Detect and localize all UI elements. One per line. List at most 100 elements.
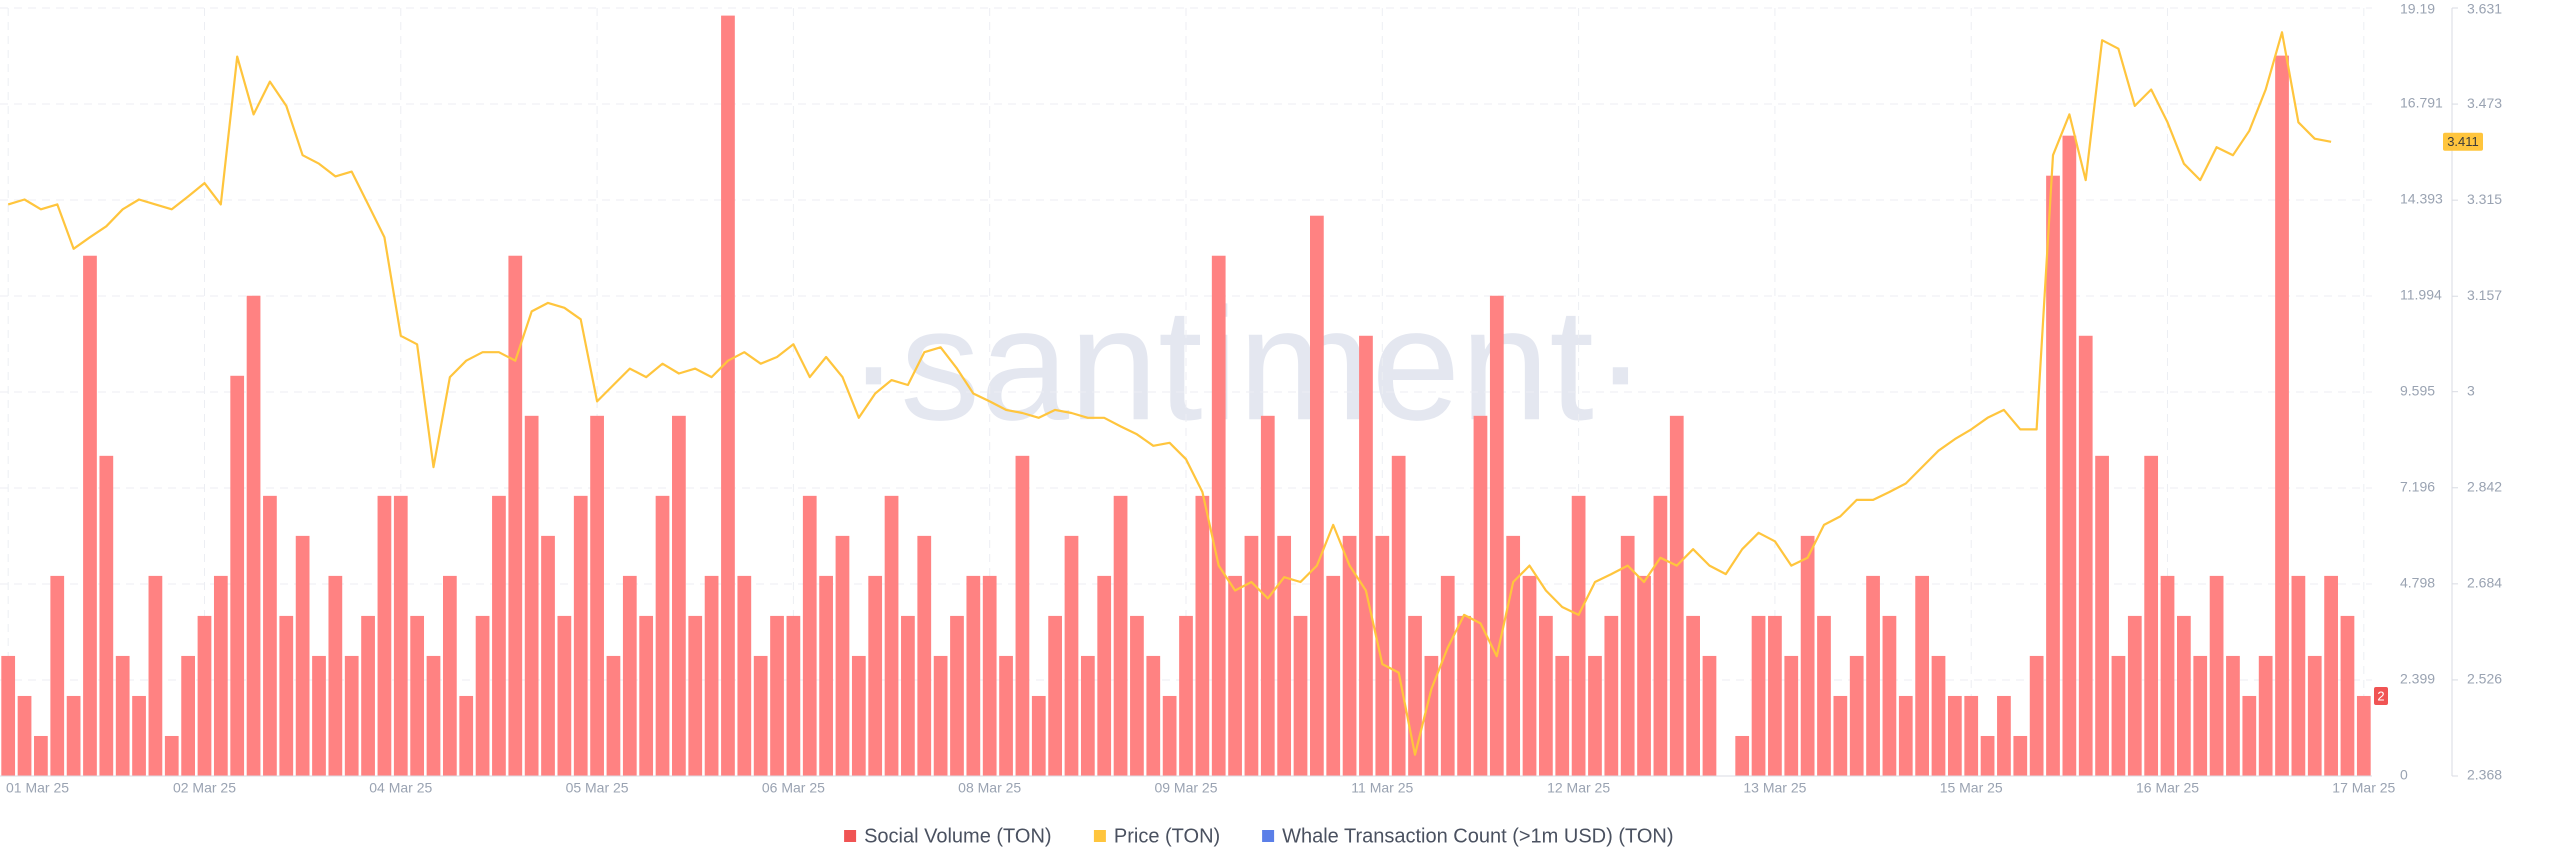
bar — [2324, 575, 2338, 776]
last-value-badge — [2443, 132, 2483, 151]
bar — [1866, 575, 1880, 776]
bar — [835, 535, 850, 776]
bar — [541, 535, 555, 776]
bar — [279, 615, 294, 776]
last-value-label: 3.411 — [2447, 134, 2479, 149]
bar — [557, 615, 572, 776]
bar — [524, 415, 539, 776]
legend-label: Social Volume (TON) — [864, 825, 1051, 847]
x-tick-label: 01 Mar 25 — [6, 780, 69, 796]
bar — [1997, 695, 2011, 776]
bar — [2160, 575, 2175, 776]
bar — [83, 255, 97, 777]
bar — [1637, 575, 1651, 776]
bar — [1784, 655, 1799, 776]
x-tick-label: 02 Mar 25 — [173, 780, 236, 796]
bar — [1195, 495, 1210, 776]
bar — [508, 255, 523, 777]
x-tick-label: 13 Mar 25 — [1743, 780, 1806, 796]
bar — [1751, 615, 1766, 776]
bar — [1800, 535, 1815, 776]
y2-tick-label: 2.526 — [2467, 671, 2502, 687]
bar — [1915, 575, 1930, 776]
bar — [1179, 615, 1193, 776]
bar — [2029, 655, 2044, 776]
bar — [753, 655, 768, 776]
bar — [230, 375, 245, 776]
bar — [459, 695, 474, 776]
bar — [819, 575, 833, 776]
bar — [1571, 495, 1586, 776]
bar — [721, 15, 735, 777]
bar — [573, 495, 588, 776]
bar — [639, 615, 654, 776]
bar — [1620, 535, 1635, 776]
y2-tick-label: 3.631 — [2467, 1, 2502, 17]
y-tick-label: 7.196 — [2400, 479, 2435, 495]
bar — [475, 615, 490, 776]
bar — [704, 575, 719, 776]
y-tick-label: 0 — [2400, 767, 2408, 783]
bar — [1457, 615, 1471, 776]
x-tick-label: 05 Mar 25 — [566, 780, 629, 796]
bar — [1228, 575, 1242, 776]
bar — [2242, 695, 2257, 776]
bar — [1359, 335, 1373, 776]
bar — [1522, 575, 1537, 776]
bar — [1391, 455, 1406, 776]
bar — [590, 415, 604, 776]
bar — [1947, 695, 1962, 776]
y2-tick-label: 3.315 — [2467, 191, 2502, 207]
bar — [1882, 615, 1897, 776]
y-tick-label: 2.399 — [2400, 671, 2435, 687]
bar — [1555, 655, 1570, 776]
bar — [361, 615, 375, 776]
y2-tick-label: 3.473 — [2467, 95, 2502, 111]
bar — [295, 535, 310, 776]
bar — [2291, 575, 2306, 776]
bar — [917, 535, 932, 776]
bar — [17, 695, 32, 776]
bar — [1162, 695, 1177, 776]
bar — [1342, 535, 1357, 776]
bar — [263, 495, 277, 776]
bar — [1473, 415, 1488, 776]
x-tick-label: 09 Mar 25 — [1154, 780, 1217, 796]
bar — [2356, 695, 2371, 776]
legend-swatch — [1093, 830, 1106, 842]
bar — [2046, 175, 2060, 777]
bar — [246, 295, 261, 776]
last-value-badge — [2374, 686, 2388, 705]
y2-tick-label: 2.684 — [2467, 575, 2502, 591]
bar — [1604, 615, 1619, 776]
bar — [66, 695, 81, 776]
y2-tick-label: 2.842 — [2467, 478, 2502, 494]
legend-swatch — [1262, 830, 1275, 842]
bar — [2307, 655, 2322, 776]
bar — [770, 615, 784, 776]
bar — [1130, 615, 1144, 776]
bar — [1833, 695, 1848, 776]
bar — [2226, 655, 2240, 776]
bar — [1964, 695, 1979, 776]
bar — [148, 575, 163, 776]
bar — [737, 575, 752, 776]
bar — [2111, 655, 2126, 776]
x-tick-label: 17 Mar 25 — [2332, 780, 2395, 796]
bar — [344, 655, 359, 776]
bar — [1653, 495, 1668, 776]
y-tick-label: 11.994 — [2400, 287, 2442, 303]
x-tick-label: 06 Mar 25 — [762, 780, 825, 796]
y-tick-label: 16.791 — [2400, 95, 2443, 111]
last-value-label: 2 — [2377, 688, 2384, 703]
bar — [1048, 615, 1063, 776]
y-tick-label: 19.19 — [2400, 1, 2435, 17]
legend-label: Whale Transaction Count (>1m USD) (TON) — [1282, 825, 1673, 847]
bar — [197, 615, 212, 776]
y-tick-label: 4.798 — [2400, 575, 2435, 591]
bar — [2258, 655, 2273, 776]
bar — [2209, 575, 2224, 776]
bar — [1898, 695, 1913, 776]
bar — [1669, 415, 1684, 776]
